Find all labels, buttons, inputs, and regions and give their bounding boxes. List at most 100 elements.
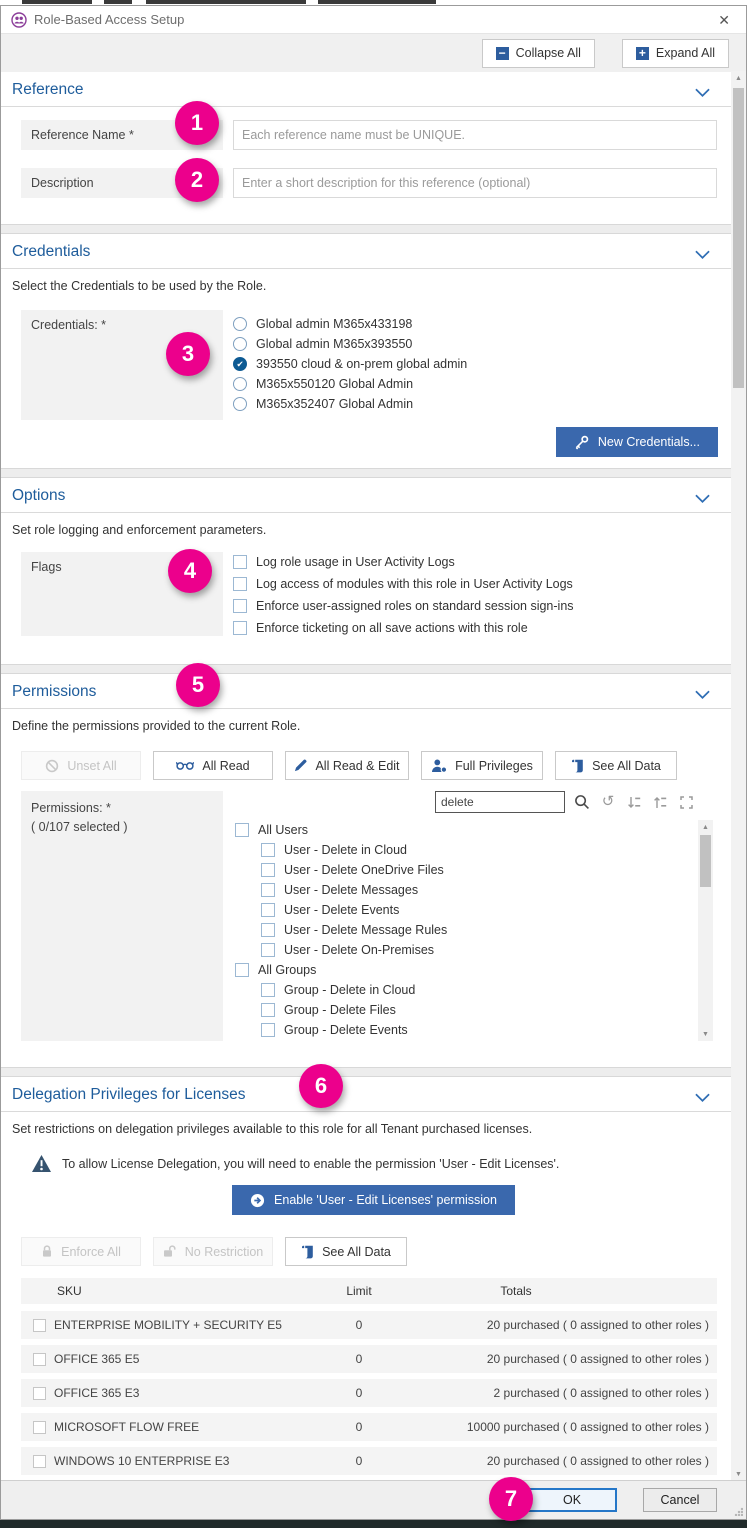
clipped-background-text <box>22 0 92 4</box>
scroll-down-icon[interactable]: ▼ <box>702 1030 709 1038</box>
scrollbar-thumb[interactable] <box>700 835 711 887</box>
limit-cell: 0 <box>355 1454 363 1468</box>
credential-option[interactable]: Global admin M365x433198 <box>233 317 467 331</box>
flag-label: Log access of modules with this role in … <box>256 577 573 591</box>
key-icon <box>574 435 589 450</box>
checkbox-icon[interactable] <box>261 863 275 877</box>
checkbox-icon[interactable] <box>261 1023 275 1037</box>
credential-option-label: 393550 cloud & on-prem global admin <box>256 357 468 371</box>
credential-option[interactable]: M365x352407 Global Admin <box>233 397 467 411</box>
reset-search-icon[interactable]: ↺ <box>601 793 615 810</box>
permissions-label-text: Permissions: * <box>31 801 111 815</box>
checkbox-icon[interactable] <box>33 1454 46 1468</box>
expand-icon: + <box>635 46 649 60</box>
see-all-data-button[interactable]: See All Data <box>285 1237 407 1266</box>
tree-item-label: User - Delete in Cloud <box>284 843 407 857</box>
expand-all-button[interactable]: + Expand All <box>621 38 729 68</box>
all-read-edit-button[interactable]: All Read & Edit <box>285 751 409 780</box>
unset-all-button[interactable]: Unset All <box>21 751 141 780</box>
search-input[interactable] <box>435 791 565 813</box>
close-icon[interactable]: ✕ <box>718 11 730 28</box>
tree-item[interactable]: User - Delete Messages <box>235 880 717 900</box>
warning-icon <box>31 1154 52 1173</box>
chevron-down-icon[interactable] <box>695 490 710 508</box>
checkbox-icon[interactable] <box>235 823 249 837</box>
checkbox-icon[interactable] <box>33 1386 46 1400</box>
credential-option-selected[interactable]: ✔ 393550 cloud & on-prem global admin <box>233 357 467 371</box>
flag-option[interactable]: Enforce ticketing on all save actions wi… <box>233 621 574 635</box>
checkbox-icon[interactable] <box>33 1420 46 1434</box>
reference-name-input[interactable] <box>233 120 717 150</box>
scroll-down-icon[interactable]: ▼ <box>735 1470 742 1478</box>
collapse-all-button[interactable]: − Collapse All <box>481 38 595 68</box>
tree-item[interactable]: Group - Delete in Cloud <box>235 980 717 1000</box>
tree-item[interactable]: All Users <box>235 820 717 840</box>
arrow-circle-icon <box>250 1193 265 1208</box>
enable-edit-licenses-button[interactable]: Enable 'User - Edit Licenses' permission <box>232 1185 515 1215</box>
expand-view-icon[interactable] <box>677 793 695 811</box>
radio-unselected-icon[interactable] <box>233 377 247 391</box>
chevron-down-icon[interactable] <box>695 84 710 102</box>
chevron-down-icon[interactable] <box>695 246 710 264</box>
flag-option[interactable]: Log access of modules with this role in … <box>233 577 574 591</box>
scroll-up-icon[interactable]: ▲ <box>702 823 709 831</box>
credentials-title: Credentials <box>12 243 91 260</box>
tree-item[interactable]: Group - Delete Events <box>235 1020 717 1040</box>
table-row: WINDOWS 10 ENTERPRISE E3 0 20 purchased … <box>21 1447 717 1475</box>
no-restriction-button[interactable]: No Restriction <box>153 1237 273 1266</box>
full-privileges-button[interactable]: Full Privileges <box>421 751 543 780</box>
tree-item[interactable]: User - Delete OneDrive Files <box>235 860 717 880</box>
flag-option[interactable]: Enforce user-assigned roles on standard … <box>233 599 574 613</box>
checkbox-icon[interactable] <box>235 963 249 977</box>
tree-item[interactable]: All Groups <box>235 960 717 980</box>
tree-item[interactable]: User - Delete Events <box>235 900 717 920</box>
see-all-data-button[interactable]: See All Data <box>555 751 677 780</box>
dialog-scrollbar[interactable]: ▲ ▼ <box>731 71 746 1481</box>
checkbox-icon[interactable] <box>233 577 247 591</box>
limit-cell: 0 <box>355 1420 363 1434</box>
tree-item[interactable]: User - Delete On-Premises <box>235 940 717 960</box>
checkbox-icon[interactable] <box>233 555 247 569</box>
tree-item-label: User - Delete Messages <box>284 883 419 897</box>
checkbox-icon[interactable] <box>261 1003 275 1017</box>
sort-ascending-icon[interactable] <box>651 793 669 811</box>
resize-grip[interactable] <box>734 1507 743 1516</box>
cancel-button[interactable]: Cancel <box>643 1488 717 1512</box>
chevron-down-icon[interactable] <box>695 1089 710 1107</box>
search-icon[interactable] <box>573 793 591 811</box>
new-credentials-button[interactable]: New Credentials... <box>555 427 718 457</box>
scroll-up-icon[interactable]: ▲ <box>735 74 742 82</box>
tree-scrollbar[interactable]: ▲ ▼ <box>698 820 713 1041</box>
enforce-all-button[interactable]: Enforce All <box>21 1237 141 1266</box>
scrollbar-thumb[interactable] <box>733 88 744 388</box>
collapse-icon: − <box>495 46 509 60</box>
checkbox-icon[interactable] <box>261 983 275 997</box>
description-input[interactable] <box>233 168 717 198</box>
sort-descending-icon[interactable] <box>625 793 643 811</box>
checkbox-icon[interactable] <box>33 1318 46 1332</box>
ok-button[interactable]: OK <box>527 1488 617 1512</box>
checkbox-icon[interactable] <box>33 1352 46 1366</box>
checkbox-icon[interactable] <box>233 621 247 635</box>
checkbox-icon[interactable] <box>261 903 275 917</box>
tree-item[interactable]: User - Delete in Cloud <box>235 840 717 860</box>
credential-option[interactable]: Global admin M365x393550 <box>233 337 467 351</box>
chevron-down-icon[interactable] <box>695 686 710 704</box>
tree-item[interactable]: Group - Delete Files <box>235 1000 717 1020</box>
radio-unselected-icon[interactable] <box>233 317 247 331</box>
checkbox-icon[interactable] <box>261 923 275 937</box>
checkbox-icon[interactable] <box>261 943 275 957</box>
radio-selected-icon[interactable]: ✔ <box>233 357 247 371</box>
checkbox-icon[interactable] <box>261 883 275 897</box>
radio-unselected-icon[interactable] <box>233 397 247 411</box>
table-row: ENTERPRISE MOBILITY + SECURITY E5 0 20 p… <box>21 1311 717 1339</box>
tree-item[interactable]: User - Delete Message Rules <box>235 920 717 940</box>
unlock-icon <box>163 1245 177 1258</box>
credential-option[interactable]: M365x550120 Global Admin <box>233 377 467 391</box>
all-read-button[interactable]: All Read <box>153 751 273 780</box>
checkbox-icon[interactable] <box>233 599 247 613</box>
radio-unselected-icon[interactable] <box>233 337 247 351</box>
flag-option[interactable]: Log role usage in User Activity Logs <box>233 555 574 569</box>
checkbox-icon[interactable] <box>261 843 275 857</box>
limit-cell: 0 <box>355 1318 363 1332</box>
